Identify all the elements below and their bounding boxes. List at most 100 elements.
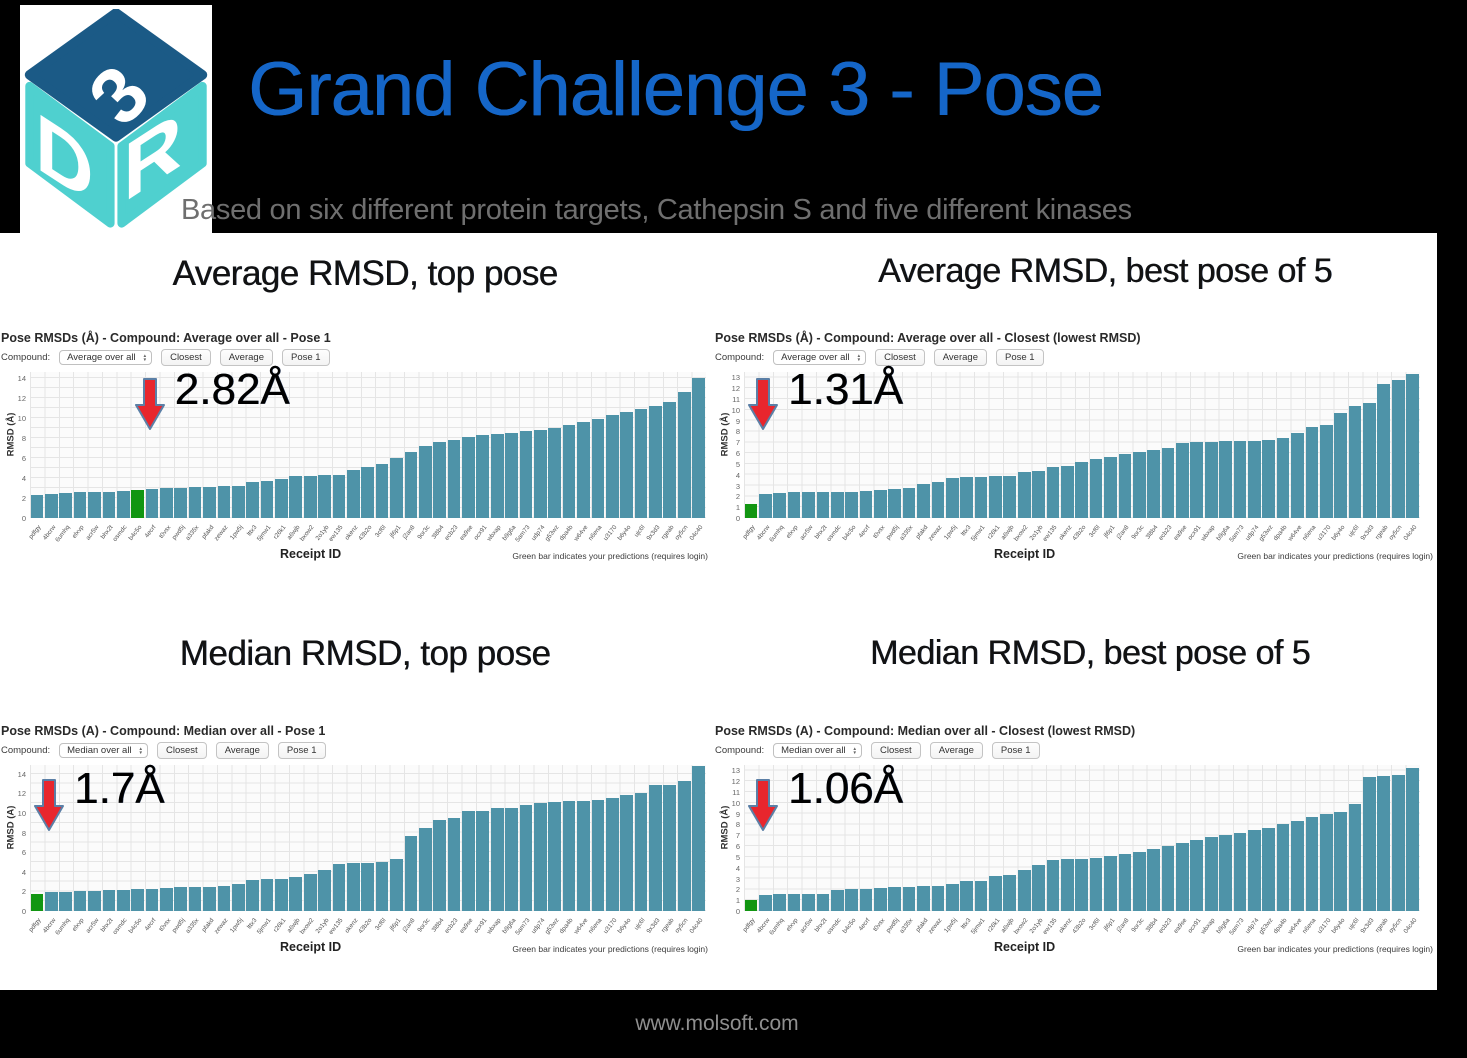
rmsd-bar <box>931 482 945 518</box>
closest-button[interactable]: Closest <box>871 742 921 759</box>
compound-dropdown[interactable]: Average over all ▲ ▼ <box>59 350 153 365</box>
rmsd-bar <box>505 432 518 518</box>
rmsd-bar <box>1406 374 1419 518</box>
rmsd-bar <box>1017 471 1031 518</box>
rmsd-bar <box>974 476 988 518</box>
rmsd-bar <box>59 891 73 911</box>
rmsd-bar <box>88 890 101 911</box>
green-highlight-bar <box>30 894 44 911</box>
pose1-button[interactable]: Pose 1 <box>281 349 330 366</box>
rmsd-bar <box>332 474 346 518</box>
rmsd-bar <box>1089 458 1103 518</box>
rmsd-bar <box>519 431 533 518</box>
rmsd-bar <box>562 425 576 518</box>
rmsd-bar <box>960 477 974 518</box>
rmsd-value-annotation: 2.82Å <box>174 365 290 414</box>
pose1-button[interactable]: Pose 1 <box>277 742 326 759</box>
rmsd-bar <box>1233 441 1247 518</box>
slide-title: Grand Challenge 3 - Pose <box>248 47 1104 132</box>
red-arrow-annotation-icon <box>748 378 778 430</box>
green-highlight-bar <box>744 899 758 911</box>
y-tick-label: 10 <box>17 414 26 423</box>
x-axis-title: Receipt ID <box>280 547 342 561</box>
rmsd-bar <box>433 819 446 911</box>
rmsd-bar <box>773 492 787 518</box>
rmsd-bar <box>677 392 691 518</box>
x-axis-title: Receipt ID <box>994 940 1056 954</box>
rmsd-bar <box>44 892 58 911</box>
rmsd-bar <box>102 890 116 911</box>
closest-button[interactable]: Closest <box>157 742 207 759</box>
y-tick-label: 8 <box>21 434 26 443</box>
average-button[interactable]: Average <box>215 742 269 759</box>
bar-plot-area <box>30 372 706 518</box>
compound-dropdown[interactable]: Median over all ▲ ▼ <box>773 743 863 758</box>
y-tick-label: 0 <box>21 514 26 523</box>
rmsd-bar <box>275 479 288 518</box>
rmsd-bar <box>960 881 974 911</box>
y-tick-label: 6 <box>735 842 740 852</box>
y-tick-label: 1 <box>735 503 740 513</box>
y-tick-label: 7 <box>735 831 740 841</box>
rmsd-bar <box>418 827 432 911</box>
rmsd-bar <box>1219 441 1232 518</box>
rmsd-bar <box>1204 837 1218 911</box>
dropdown-stepper-icon: ▲ ▼ <box>138 745 144 755</box>
rmsd-bar <box>217 486 231 518</box>
rmsd-bar <box>1190 839 1204 911</box>
y-tick-label: 14 <box>17 374 26 383</box>
rmsd-bar <box>246 482 260 518</box>
compound-dropdown-value: Median over all <box>67 745 132 756</box>
rmsd-bar <box>289 476 303 518</box>
rmsd-bar <box>476 810 490 911</box>
rmsd-bar <box>1161 447 1175 518</box>
rmsd-bar <box>231 883 245 911</box>
compound-dropdown[interactable]: Median over all ▲ ▼ <box>59 743 149 758</box>
average-button[interactable]: Average <box>219 349 273 366</box>
compound-dropdown-value: Average over all <box>67 352 136 363</box>
rmsd-bar <box>534 429 547 518</box>
average-button[interactable]: Average <box>933 349 987 366</box>
compound-dropdown-value: Average over all <box>781 352 850 363</box>
pose1-button[interactable]: Pose 1 <box>991 742 1040 759</box>
rmsd-bar <box>318 869 331 911</box>
x-axis-title: Receipt ID <box>994 547 1056 561</box>
rmsd-bar <box>1003 875 1017 911</box>
rmsd-bar <box>1104 457 1117 518</box>
y-tick-label: 13 <box>731 766 740 776</box>
rmsd-bar <box>73 492 87 518</box>
compound-dropdown[interactable]: Average over all ▲ ▼ <box>773 350 867 365</box>
red-arrow-annotation-icon <box>748 779 778 831</box>
rmsd-bar <box>888 887 902 911</box>
rmsd-bar <box>845 491 858 518</box>
rmsd-bar <box>1334 811 1347 911</box>
rmsd-bar <box>663 402 677 518</box>
rmsd-bar <box>404 452 418 518</box>
y-tick-label: 12 <box>17 394 26 403</box>
rmsd-bar <box>490 808 504 911</box>
rmsd-bar <box>505 807 518 911</box>
rmsd-bar <box>116 491 130 518</box>
closest-button[interactable]: Closest <box>875 349 925 366</box>
rmsd-bar <box>1262 827 1276 911</box>
average-button[interactable]: Average <box>929 742 983 759</box>
rmsd-bar <box>203 886 216 911</box>
y-tick-label: 4 <box>735 863 740 873</box>
rmsd-bar <box>534 803 547 911</box>
rmsd-bar <box>1003 475 1017 518</box>
y-tick-label: 7 <box>735 438 740 448</box>
y-tick-label: 3 <box>735 481 740 491</box>
rmsd-bar <box>44 493 58 518</box>
rmsd-bar <box>692 378 705 518</box>
rmsd-bar <box>1377 383 1391 518</box>
rmsd-bar <box>1291 432 1304 518</box>
rmsd-bar <box>116 889 130 911</box>
rmsd-bar <box>577 800 590 911</box>
closest-button[interactable]: Closest <box>161 349 211 366</box>
rmsd-bar <box>59 492 73 518</box>
pose1-button[interactable]: Pose 1 <box>995 349 1044 366</box>
rmsd-bar <box>1032 470 1045 518</box>
rmsd-bar <box>375 463 389 518</box>
molsoft-link[interactable]: www.molsoft.com <box>635 1012 799 1035</box>
rmsd-bar <box>548 802 562 911</box>
